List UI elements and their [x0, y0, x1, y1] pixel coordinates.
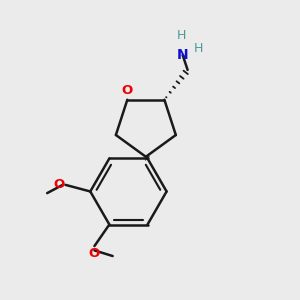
Text: O: O [53, 178, 64, 191]
Text: H: H [194, 43, 204, 56]
Text: O: O [89, 247, 100, 260]
Polygon shape [146, 156, 150, 161]
Text: O: O [122, 84, 133, 97]
Text: H: H [176, 29, 186, 42]
Text: N: N [177, 48, 188, 62]
